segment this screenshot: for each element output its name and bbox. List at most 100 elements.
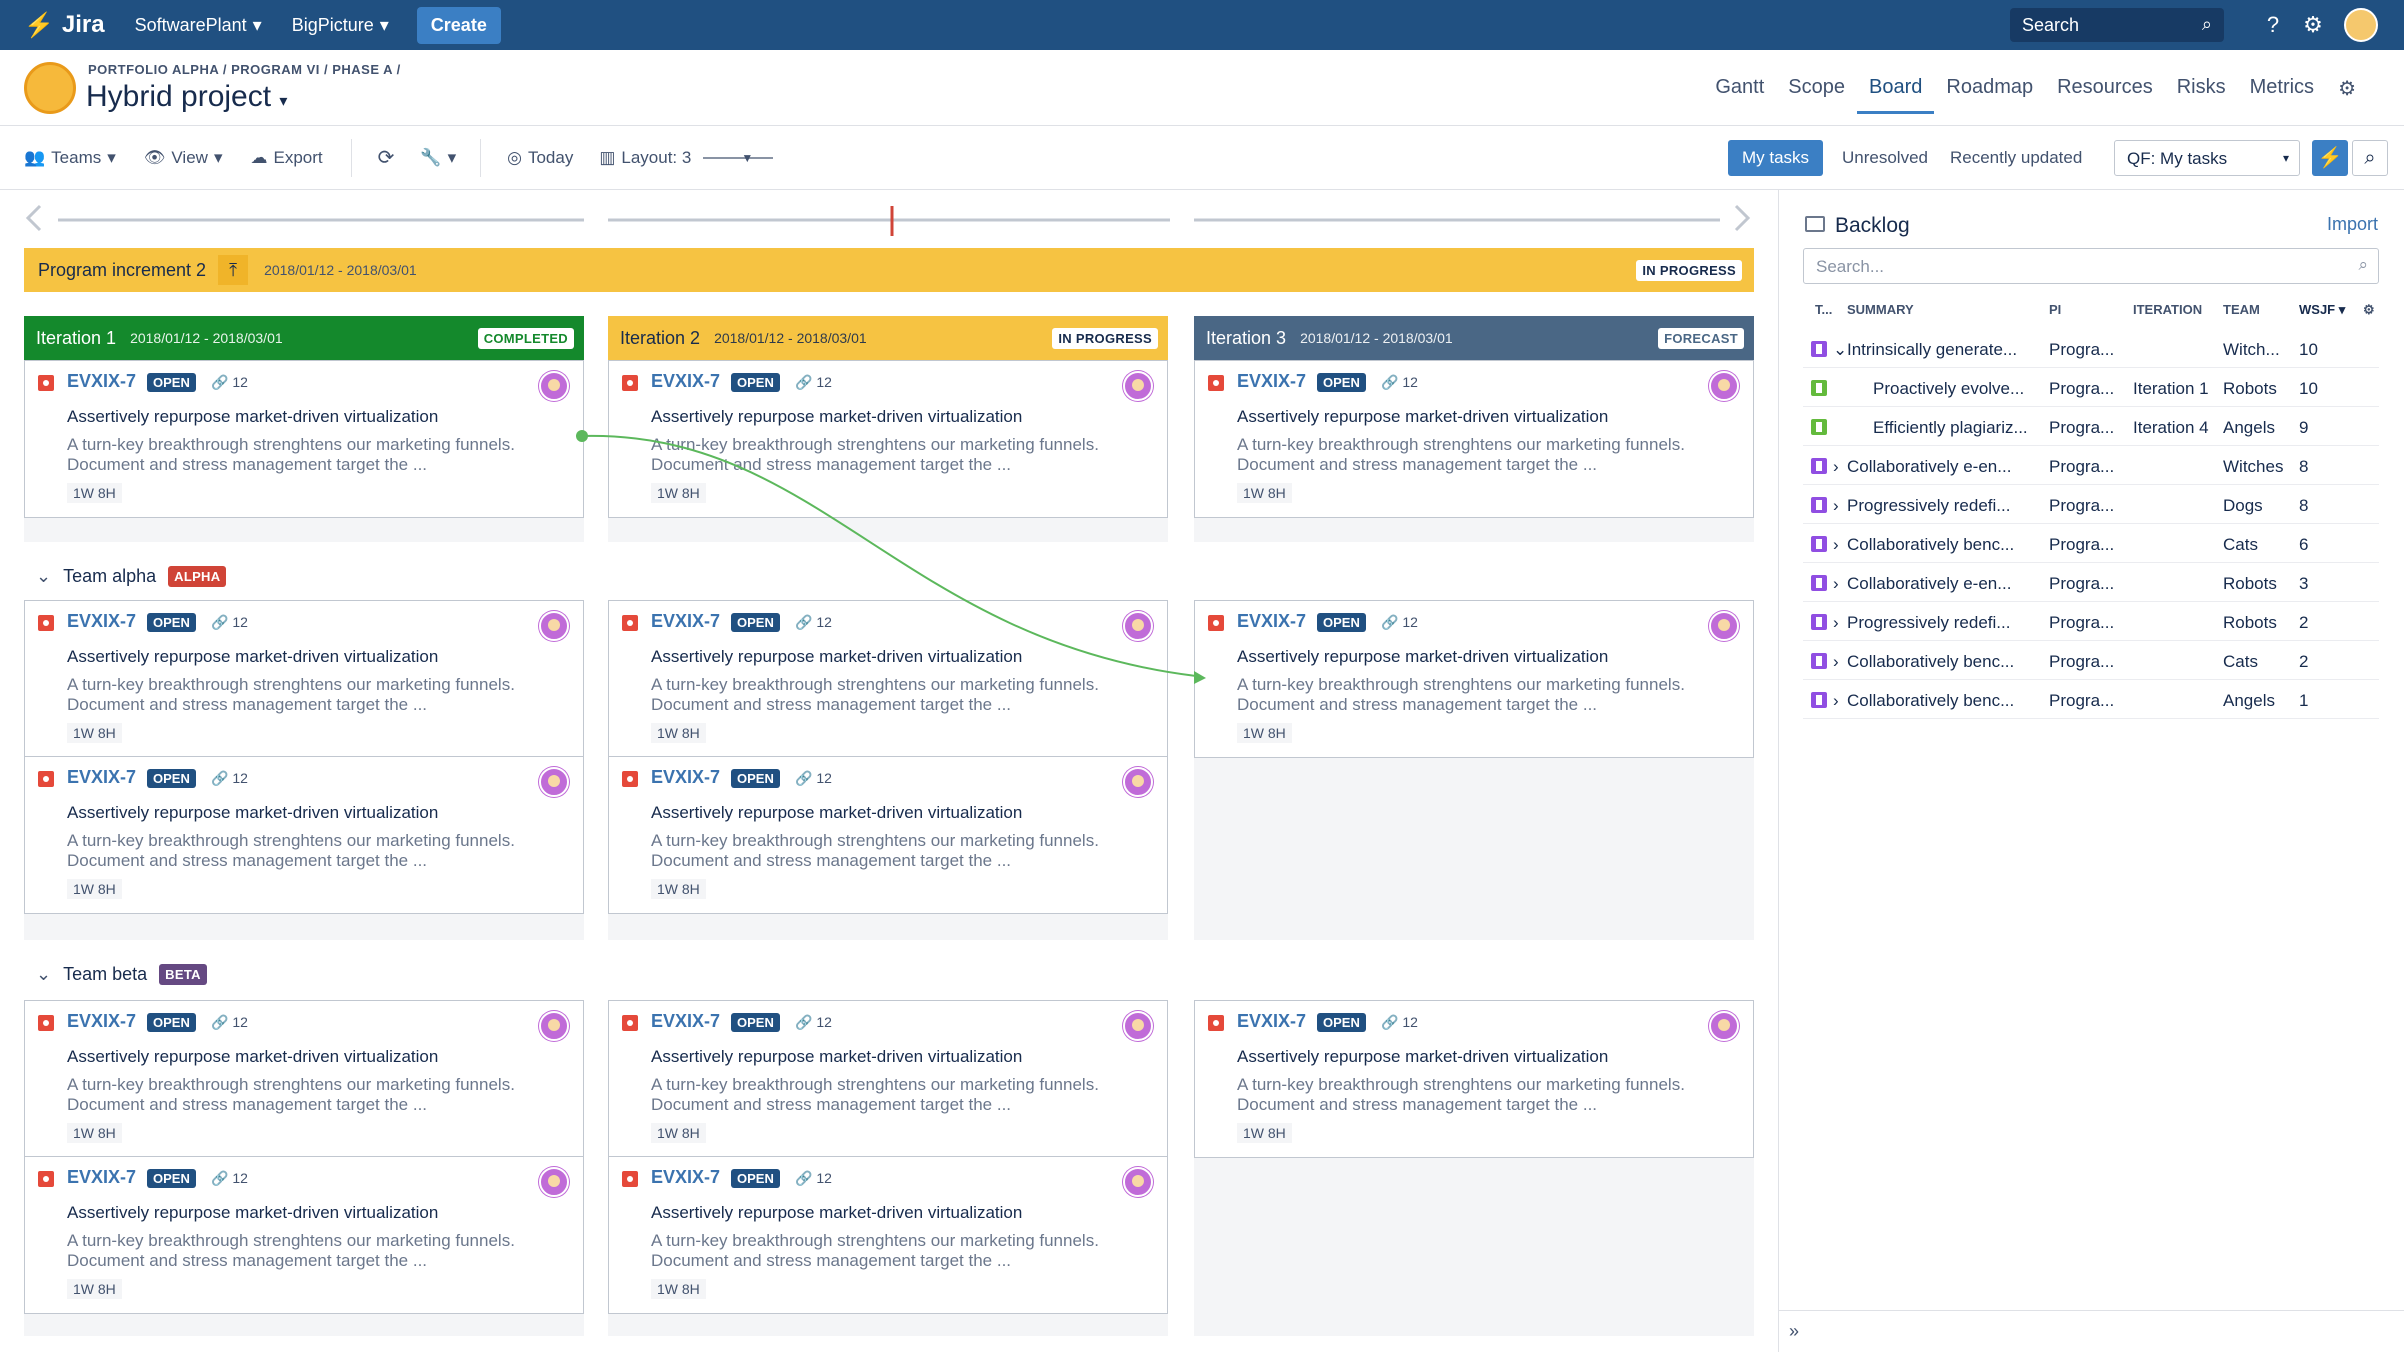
- gear-icon[interactable]: ⚙: [2363, 302, 2375, 317]
- issue-key[interactable]: EVXIX-7: [1237, 371, 1307, 391]
- unresolved-filter[interactable]: Unresolved: [1842, 148, 1928, 167]
- iteration-header-1[interactable]: Iteration 1 2018/01/12 - 2018/03/01 COMPL…: [24, 316, 584, 360]
- chevron-down-icon[interactable]: ⌄: [36, 964, 52, 984]
- expand-panel-icon[interactable]: »: [1779, 1310, 2404, 1352]
- col-header-team[interactable]: TEAM: [2223, 302, 2260, 317]
- timeline-scroller[interactable]: [24, 196, 1754, 240]
- assignee-avatar[interactable]: [539, 1167, 569, 1197]
- backlog-row[interactable]: › Collaboratively e-en... Progra... Robots 3: [1803, 564, 2379, 602]
- assignee-avatar[interactable]: [1709, 1011, 1739, 1041]
- chevron-right-icon[interactable]: [1734, 204, 1751, 232]
- chevron-left-icon[interactable]: [25, 204, 42, 232]
- backlog-row[interactable]: Efficiently plagiariz... Progra... Iterati…: [1803, 408, 2379, 446]
- chevron-down-icon[interactable]: ⌄: [36, 566, 52, 586]
- assignee-avatar[interactable]: [1123, 767, 1153, 797]
- issue-key[interactable]: EVXIX-7: [1237, 611, 1307, 631]
- issue-key[interactable]: EVXIX-7: [67, 371, 137, 391]
- teams-dropdown[interactable]: 👥 Teams ▾: [24, 147, 116, 167]
- arrow-up-icon[interactable]: ⤒: [218, 255, 249, 285]
- iteration-header-2[interactable]: Iteration 2 2018/01/12 - 2018/03/01 IN PR…: [608, 316, 1168, 360]
- issue-card[interactable]: EVXIX-7 OPEN 🔗 12 Assertively repurpose mar…: [24, 756, 584, 914]
- issue-key[interactable]: EVXIX-7: [651, 1011, 721, 1031]
- tab-resources[interactable]: Resources: [2057, 76, 2153, 98]
- assignee-avatar[interactable]: [1709, 611, 1739, 641]
- search-icon[interactable]: ⌕: [2352, 140, 2388, 176]
- assignee-avatar[interactable]: [539, 767, 569, 797]
- issue-card[interactable]: EVXIX-7 OPEN 🔗 12 Assertively repurpose mar…: [1194, 1000, 1754, 1158]
- chevron-down-icon[interactable]: ⌄: [1833, 340, 1848, 359]
- assignee-avatar[interactable]: [539, 371, 569, 401]
- issue-card[interactable]: EVXIX-7 OPEN 🔗 12 Assertively repurpose mar…: [608, 756, 1168, 914]
- issue-card[interactable]: EVXIX-7 OPEN 🔗 12 Assertively repurpose mar…: [24, 360, 584, 518]
- help-icon[interactable]: ?: [2266, 12, 2280, 37]
- backlog-row[interactable]: Proactively evolve... Progra... Iteration …: [1803, 369, 2379, 407]
- chevron-right-icon[interactable]: ›: [1833, 691, 1839, 710]
- create-button[interactable]: Create: [416, 6, 501, 44]
- page-title[interactable]: Hybrid project ▾: [86, 80, 288, 113]
- backlog-row[interactable]: › Collaboratively benc... Progra... Cats 2: [1803, 642, 2379, 680]
- chevron-right-icon[interactable]: ›: [1833, 652, 1839, 671]
- today-button[interactable]: ◎ Today: [507, 147, 574, 167]
- issue-key[interactable]: EVXIX-7: [651, 1167, 721, 1187]
- issue-card[interactable]: EVXIX-7 OPEN 🔗 12 Assertively repurpose mar…: [608, 600, 1168, 758]
- issue-card[interactable]: EVXIX-7 OPEN 🔗 12 Assertively repurpose mar…: [24, 1156, 584, 1314]
- issue-card[interactable]: EVXIX-7 OPEN 🔗 12 Assertively repurpose mar…: [608, 1156, 1168, 1314]
- team-alpha-row[interactable]: ⌄ Team alpha ALPHA: [36, 566, 227, 587]
- backlog-search-input[interactable]: Search... ⌕: [1803, 248, 2379, 284]
- bigpicture-menu[interactable]: BigPicture ▾: [291, 14, 389, 35]
- assignee-avatar[interactable]: [1123, 371, 1153, 401]
- gear-icon[interactable]: ⚙: [2338, 78, 2356, 100]
- issue-key[interactable]: EVXIX-7: [67, 1011, 137, 1031]
- col-header-type[interactable]: T...: [1815, 302, 1833, 317]
- jira-logo[interactable]: ⚡ Jira: [24, 11, 105, 39]
- tab-gantt[interactable]: Gantt: [1715, 76, 1765, 98]
- col-header-wsjf[interactable]: WSJF ▾: [2299, 302, 2346, 317]
- tab-metrics[interactable]: Metrics: [2249, 76, 2315, 98]
- iteration-header-3[interactable]: Iteration 3 2018/01/12 - 2018/03/01 FOREC…: [1194, 316, 1754, 360]
- backlog-row[interactable]: › Progressively redefi... Progra... Robots 2: [1803, 603, 2379, 641]
- issue-key[interactable]: EVXIX-7: [651, 611, 721, 631]
- assignee-avatar[interactable]: [1123, 1011, 1153, 1041]
- tab-board[interactable]: Board: [1857, 72, 1935, 114]
- issue-key[interactable]: EVXIX-7: [67, 1167, 137, 1187]
- quick-filter-select[interactable]: QF: My tasks ▾: [2114, 140, 2300, 176]
- settings-gear-icon[interactable]: ⚙: [2303, 12, 2323, 37]
- issue-card[interactable]: EVXIX-7 OPEN 🔗 12 Assertively repurpose mar…: [1194, 360, 1754, 518]
- backlog-row[interactable]: › Collaboratively benc... Progra... Cats 6: [1803, 525, 2379, 563]
- tab-scope[interactable]: Scope: [1788, 76, 1846, 98]
- recently-updated-filter[interactable]: Recently updated: [1950, 148, 2083, 167]
- program-increment-bar[interactable]: Program increment 2 ⤒ 2018/01/12 - 2018/…: [24, 248, 1754, 292]
- assignee-avatar[interactable]: [1709, 371, 1739, 401]
- col-header-summary[interactable]: SUMMARY: [1847, 302, 1914, 317]
- chevron-right-icon[interactable]: ›: [1833, 496, 1839, 515]
- col-header-pi[interactable]: PI: [2049, 302, 2062, 317]
- assignee-avatar[interactable]: [1123, 1167, 1153, 1197]
- my-tasks-filter-button[interactable]: My tasks: [1728, 140, 1824, 176]
- backlog-row[interactable]: › Progressively redefi... Progra... Dogs 8: [1803, 486, 2379, 524]
- issue-key[interactable]: EVXIX-7: [1237, 1011, 1307, 1031]
- assignee-avatar[interactable]: [539, 1011, 569, 1041]
- issue-card[interactable]: EVXIX-7 OPEN 🔗 12 Assertively repurpose mar…: [24, 600, 584, 758]
- chevron-right-icon[interactable]: ›: [1833, 613, 1839, 632]
- chevron-right-icon[interactable]: ›: [1833, 574, 1839, 593]
- view-dropdown[interactable]: 👁 View ▾: [143, 147, 223, 167]
- breadcrumb[interactable]: PORTFOLIO ALPHA / PROGRAM VI / PHASE A /: [88, 62, 401, 77]
- user-avatar[interactable]: [2344, 8, 2378, 42]
- backlog-row[interactable]: › Collaboratively benc... Progra... Angels 1: [1803, 681, 2379, 719]
- chevron-right-icon[interactable]: ›: [1833, 535, 1839, 554]
- col-header-iteration[interactable]: ITERATION: [2133, 302, 2203, 317]
- export-button[interactable]: ☁ Export: [250, 147, 323, 167]
- tab-roadmap[interactable]: Roadmap: [1946, 76, 2034, 98]
- refresh-icon[interactable]: ⟳: [377, 147, 395, 169]
- team-beta-row[interactable]: ⌄ Team beta BETA: [36, 964, 207, 985]
- backlog-row[interactable]: › Collaboratively e-en... Progra... Witches…: [1803, 447, 2379, 485]
- issue-key[interactable]: EVXIX-7: [651, 371, 721, 391]
- global-search-input[interactable]: Search ⌕: [2010, 8, 2224, 42]
- assignee-avatar[interactable]: [1123, 611, 1153, 641]
- backlog-row[interactable]: ⌄ Intrinsically generate... Progra... Witch…: [1803, 330, 2379, 368]
- tools-dropdown[interactable]: 🔧 ▾: [420, 148, 456, 168]
- chevron-right-icon[interactable]: ›: [1833, 457, 1839, 476]
- layout-slider[interactable]: ▥ Layout: 3 ▼: [599, 148, 774, 168]
- issue-card[interactable]: EVXIX-7 OPEN 🔗 12 Assertively repurpose mar…: [608, 360, 1168, 518]
- issue-card[interactable]: EVXIX-7 OPEN 🔗 12 Assertively repurpose mar…: [1194, 600, 1754, 758]
